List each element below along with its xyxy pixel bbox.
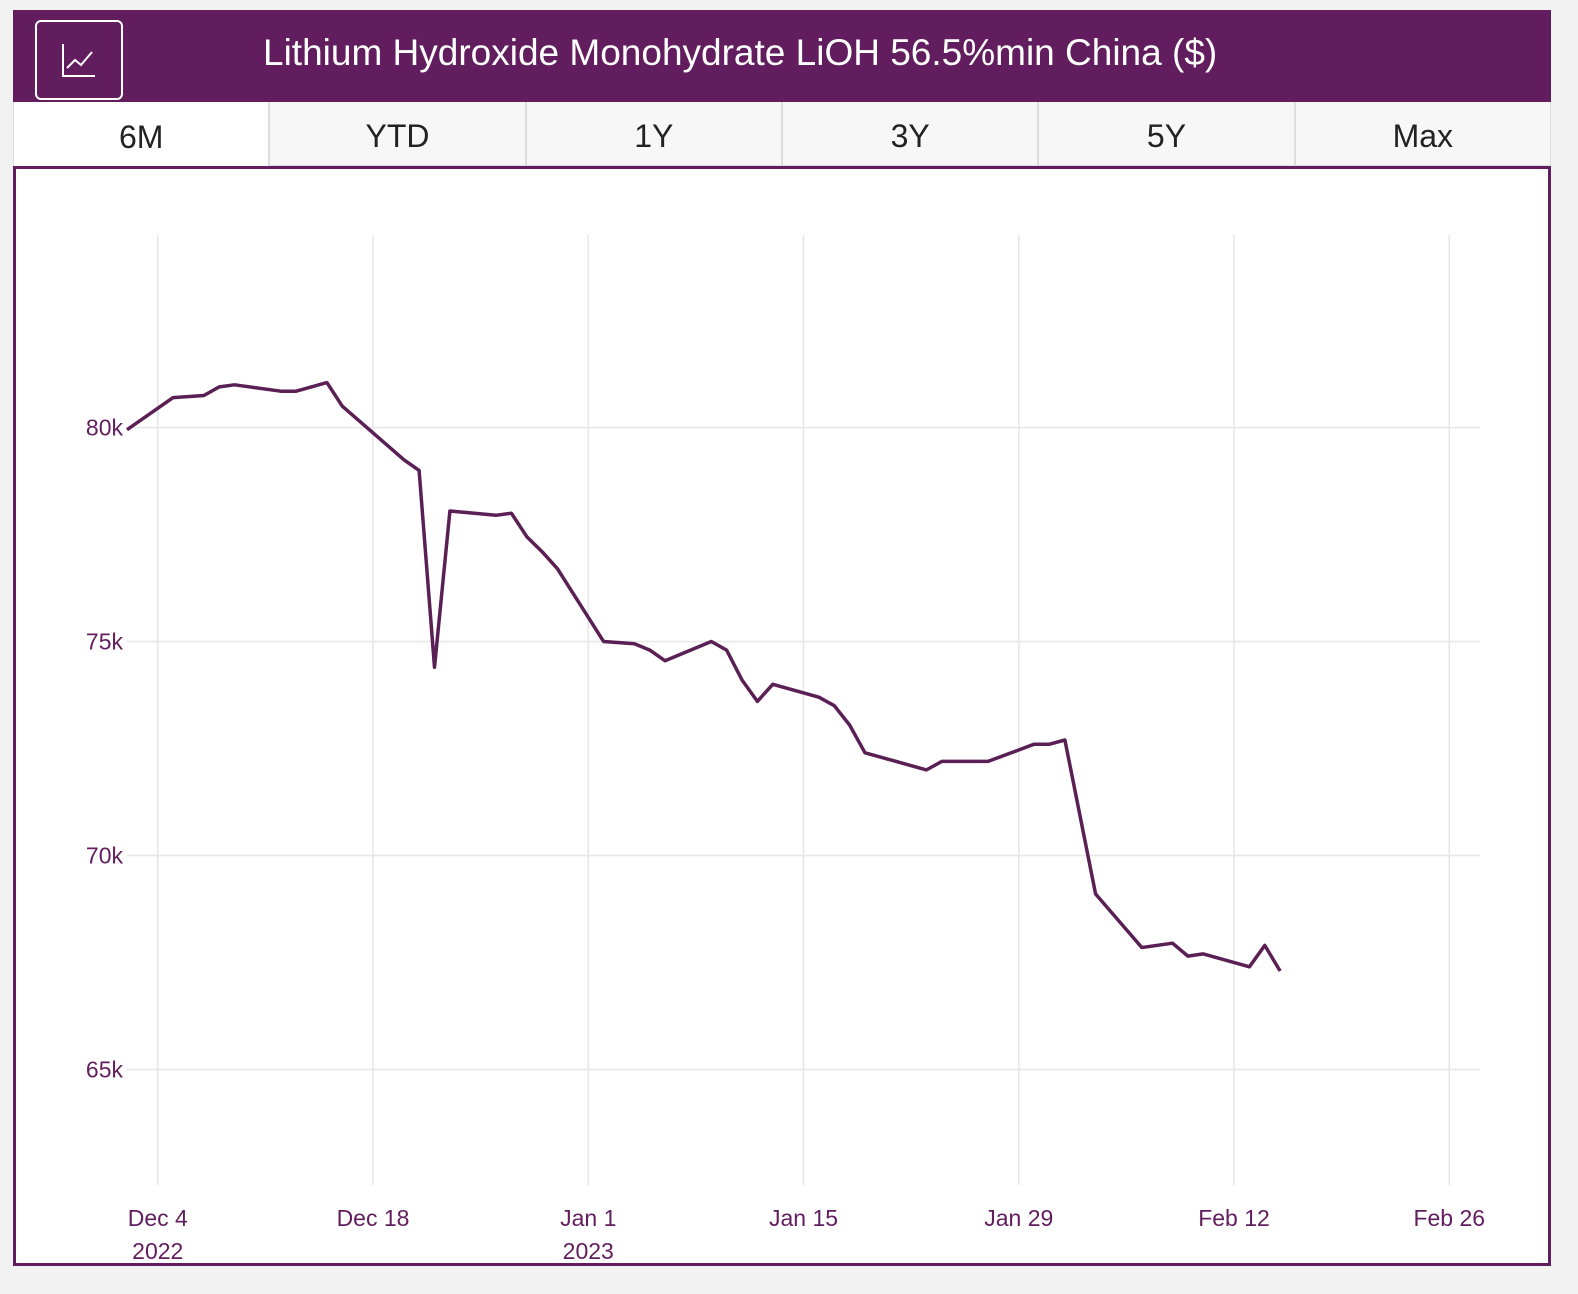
range-tabs: 6M YTD 1Y 3Y 5Y Max (13, 102, 1551, 166)
tab-6m[interactable]: 6M (13, 102, 270, 166)
data-point (448, 509, 452, 513)
data-point (125, 428, 129, 432)
data-point (202, 393, 206, 397)
price-line (125, 380, 1282, 972)
data-point (725, 648, 729, 652)
data-point (755, 699, 759, 703)
data-point (525, 535, 529, 539)
data-point (1186, 954, 1190, 958)
data-point (863, 751, 867, 755)
data-point (940, 759, 944, 763)
data-point (648, 648, 652, 652)
data-point (848, 723, 852, 727)
data-point (1201, 952, 1205, 956)
x-tick-label: Feb 12 (1198, 1205, 1270, 1231)
data-point (1063, 738, 1067, 742)
data-point (740, 678, 744, 682)
data-point (402, 458, 406, 462)
chart-header: Lithium Hydroxide Monohydrate LiOH 56.5%… (13, 10, 1551, 102)
data-point (1278, 969, 1282, 973)
x-tick-label: Feb 26 (1413, 1205, 1485, 1231)
data-point (294, 389, 298, 393)
data-point (1140, 946, 1144, 950)
data-point (433, 665, 437, 669)
data-point (1032, 742, 1036, 746)
data-point (832, 704, 836, 708)
chart-title: Lithium Hydroxide Monohydrate LiOH 56.5%… (263, 32, 1218, 73)
x-tick-label: Jan 1 (560, 1205, 616, 1231)
data-point (556, 567, 560, 571)
y-tick-label: 65k (86, 1056, 124, 1082)
data-point (632, 642, 636, 646)
chart-type-button[interactable] (35, 20, 123, 100)
data-point (340, 404, 344, 408)
data-point (509, 511, 513, 515)
data-point (878, 755, 882, 759)
x-tick-year: 2022 (132, 1238, 183, 1264)
x-tick-label: Jan 29 (984, 1205, 1053, 1231)
y-tick-label: 75k (86, 629, 124, 655)
data-point (663, 659, 667, 663)
data-point (817, 695, 821, 699)
data-point (325, 381, 329, 385)
data-point (171, 396, 175, 400)
data-point (771, 682, 775, 686)
tab-max[interactable]: Max (1294, 102, 1551, 166)
x-tick-label: Dec 4 (128, 1205, 188, 1231)
data-point (986, 759, 990, 763)
x-tick-label: Jan 15 (769, 1205, 838, 1231)
tab-1y[interactable]: 1Y (525, 102, 782, 166)
data-point (925, 768, 929, 772)
data-point (279, 389, 283, 393)
y-tick-label: 70k (86, 842, 124, 868)
tab-ytd[interactable]: YTD (269, 102, 526, 166)
tab-5y[interactable]: 5Y (1038, 102, 1295, 166)
chart-area (13, 166, 1551, 1266)
data-point (233, 383, 237, 387)
data-point (1171, 941, 1175, 945)
x-tick-label: Dec 18 (337, 1205, 410, 1231)
data-point (602, 640, 606, 644)
y-tick-label: 80k (86, 415, 124, 441)
data-point (1048, 742, 1052, 746)
data-point (1263, 943, 1267, 947)
data-point (417, 468, 421, 472)
tab-3y[interactable]: 3Y (781, 102, 1039, 166)
data-point (709, 640, 713, 644)
x-tick-year: 2023 (563, 1238, 614, 1264)
data-point (1094, 892, 1098, 896)
data-point (217, 385, 221, 389)
data-point (1247, 965, 1251, 969)
data-point (540, 550, 544, 554)
data-point (494, 513, 498, 517)
line-chart-icon (62, 44, 95, 77)
